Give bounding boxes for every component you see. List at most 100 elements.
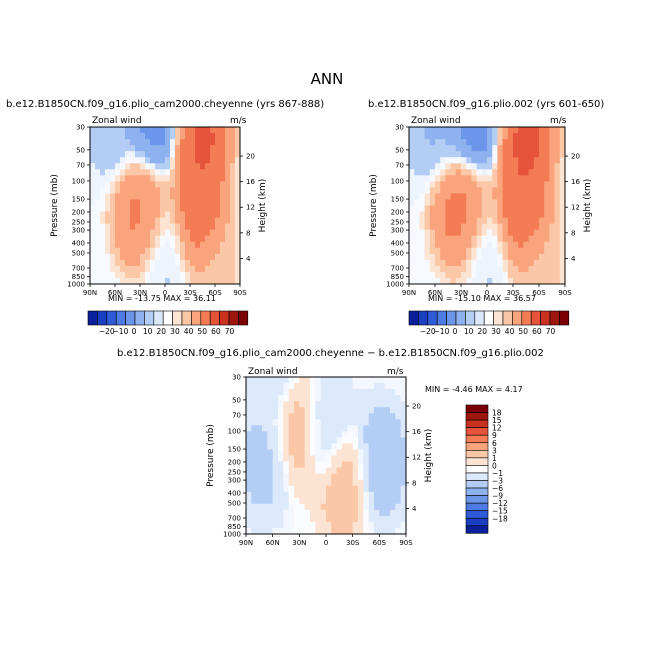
heatmap-cell	[424, 151, 431, 158]
heatmap-cell	[518, 223, 524, 231]
heatmap-cell	[523, 127, 530, 134]
heatmap-cell	[304, 497, 311, 505]
heatmap-cell	[518, 187, 524, 194]
heatmap-cell	[445, 223, 452, 231]
heatmap-cell	[368, 425, 375, 432]
heatmap-cell	[200, 259, 206, 267]
heatmap-cell	[195, 133, 201, 140]
heatmap-cell	[210, 139, 216, 146]
heatmap-cell	[429, 145, 436, 152]
heatmap-cell	[533, 145, 540, 152]
heatmap-cell	[429, 271, 436, 279]
corner-right-label: m/s	[550, 116, 567, 126]
heatmap-cell	[414, 229, 420, 237]
heatmap-cell	[135, 181, 141, 188]
heatmap-cell	[559, 235, 566, 243]
heatmap-cell	[100, 199, 106, 206]
panel-title: b.e12.B1850CN.f09_g16.plio.002 (yrs 601-…	[368, 99, 604, 110]
y-tick-label: 1000	[223, 531, 241, 539]
heatmap-cell	[160, 199, 166, 206]
heatmap-cell	[395, 443, 402, 450]
heatmap-cell	[368, 383, 375, 390]
heatmap-cell	[262, 521, 268, 529]
heatmap-cell	[155, 265, 161, 273]
heatmap-cell	[105, 127, 111, 134]
heatmap-cell	[170, 181, 176, 188]
heatmap-cell	[225, 163, 231, 170]
heatmap-cell	[523, 199, 530, 206]
heatmap-cell	[419, 235, 426, 243]
heatmap-cell	[395, 383, 402, 390]
heatmap-cell	[384, 443, 391, 450]
x-tick-label: 60N	[108, 289, 122, 297]
heatmap-cell	[518, 229, 524, 237]
heatmap-cell	[185, 199, 191, 206]
heatmap-cell	[135, 241, 141, 249]
heatmap-cell	[272, 407, 279, 414]
heatmap-cell	[315, 437, 322, 444]
heatmap-cell	[225, 193, 231, 200]
heatmap-cell	[320, 389, 327, 396]
heatmap-cell	[461, 229, 467, 237]
heatmap-cell	[185, 277, 191, 285]
heatmap-cell	[461, 247, 467, 255]
heatmap-cell	[95, 157, 101, 164]
heatmap-cell	[352, 479, 359, 487]
heatmap-cell	[288, 515, 295, 523]
heatmap-cell	[95, 247, 101, 255]
heatmap-cell	[518, 217, 524, 225]
y2-tick-label: 16	[571, 178, 580, 186]
heatmap-cell	[220, 199, 226, 206]
heatmap-cell	[200, 151, 206, 158]
heatmap-cell	[110, 241, 116, 249]
heatmap-cell	[304, 479, 311, 487]
heatmap-cell	[304, 473, 311, 481]
heatmap-cell	[400, 425, 407, 432]
heatmap-cell	[440, 127, 446, 134]
heatmap-cell	[549, 139, 556, 146]
heatmap-cell	[502, 145, 509, 152]
heatmap-cell	[105, 133, 111, 140]
heatmap-cell	[471, 271, 478, 279]
heatmap-cell	[502, 271, 509, 279]
heatmap-cell	[379, 455, 386, 463]
heatmap-cell	[130, 205, 136, 213]
heatmap-cell	[419, 175, 426, 182]
heatmap-cell	[440, 199, 446, 206]
heatmap-cell	[518, 145, 524, 152]
heatmap-cell	[379, 467, 386, 475]
heatmap-cell	[424, 259, 431, 267]
heatmap-cell	[105, 229, 111, 237]
heatmap-cell	[145, 247, 151, 255]
heatmap-cell	[272, 461, 279, 469]
heatmap-cell	[419, 139, 426, 146]
colorbar-label: −20	[420, 327, 436, 336]
heatmap-cell	[251, 479, 258, 487]
x-tick-label: 30S	[183, 289, 197, 297]
heatmap-cell	[320, 413, 327, 420]
heatmap-cell	[120, 145, 126, 152]
heatmap-cell	[210, 199, 216, 206]
heatmap-cell	[461, 187, 467, 194]
heatmap-cell	[175, 259, 181, 267]
colorbar-swatch	[465, 404, 489, 413]
heatmap-cell	[299, 461, 306, 469]
heatmap-cell	[320, 401, 327, 408]
heatmap-cell	[100, 163, 106, 170]
heatmap-cell	[424, 265, 431, 273]
heatmap-cell	[539, 217, 545, 225]
heatmap-cell	[395, 389, 402, 396]
heatmap-cell	[195, 139, 201, 146]
heatmap-cell	[155, 229, 161, 237]
panel-plio-002: b.e12.B1850CN.f09_g16.plio.002 (yrs 601-…	[368, 99, 604, 303]
heatmap-cell	[368, 437, 375, 444]
heatmap-cell	[326, 491, 332, 499]
heatmap-cell	[331, 509, 338, 517]
colorbar-label: −10	[113, 327, 129, 336]
heatmap-cell	[105, 259, 111, 267]
heatmap-cell	[336, 413, 343, 420]
heatmap-cell	[455, 241, 462, 249]
heatmap-cell	[440, 151, 446, 158]
heatmap-cell	[461, 157, 467, 164]
colorbar-swatch	[408, 310, 419, 326]
